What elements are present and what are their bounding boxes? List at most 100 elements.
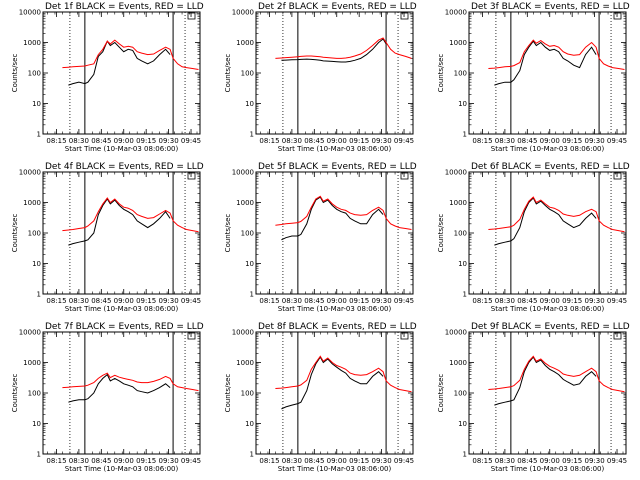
x-tick-label: 08:30 bbox=[69, 137, 89, 145]
x-tick-label: 08:30 bbox=[282, 457, 302, 465]
y-tick-label: 10 bbox=[32, 420, 41, 428]
x-tick-label: 09:45 bbox=[394, 137, 414, 145]
corner-box bbox=[613, 332, 622, 340]
x-tick-label: 08:15 bbox=[259, 137, 279, 145]
lld-series-line bbox=[488, 39, 625, 70]
panel-det-5: Det 5f BLACK = Events, RED = LLD 1 10 100 10… bbox=[224, 162, 417, 313]
panel-det-1: Det 1f BLACK = Events, RED = LLD 1 10 100 10… bbox=[11, 2, 204, 153]
x-tick-label: 09:00 bbox=[327, 137, 347, 145]
y-tick-label: 10 bbox=[458, 260, 467, 268]
y-tick-label: 100 bbox=[454, 70, 467, 78]
y-tick-label: 10000 bbox=[19, 329, 41, 337]
x-tick-label: 09:30 bbox=[372, 457, 392, 465]
y-tick-label: 10000 bbox=[232, 9, 254, 17]
events-series-line bbox=[281, 38, 387, 63]
x-tick-label: 09:00 bbox=[114, 137, 134, 145]
x-tick-label: 08:15 bbox=[46, 297, 66, 305]
x-tick-label: 09:45 bbox=[607, 137, 627, 145]
x-tick-label: 08:30 bbox=[282, 137, 302, 145]
panel-title: Det 3f BLACK = Events, RED = LLD bbox=[471, 2, 630, 12]
x-tick-label: 09:00 bbox=[540, 457, 560, 465]
x-tick-label: 08:30 bbox=[69, 297, 89, 305]
y-tick-label: 1000 bbox=[236, 39, 254, 47]
x-tick-label: 09:00 bbox=[540, 297, 560, 305]
events-series-line bbox=[494, 40, 597, 86]
corner-box bbox=[613, 12, 622, 20]
x-tick-label: 08:15 bbox=[472, 297, 492, 305]
lld-series-line bbox=[275, 37, 412, 59]
y-tick-label: 1 bbox=[463, 131, 467, 139]
y-axis-label: Counts/sec bbox=[437, 374, 445, 413]
x-tick-label: 09:15 bbox=[136, 457, 156, 465]
y-axis-label: Counts/sec bbox=[437, 54, 445, 93]
y-tick-label: 1000 bbox=[449, 199, 467, 207]
lld-series-line bbox=[488, 355, 625, 393]
x-tick-label: 09:45 bbox=[394, 297, 414, 305]
plot-frame bbox=[468, 11, 627, 135]
x-axis-label: Start Time (10-Mar-03 08:06:00) bbox=[491, 305, 605, 313]
corner-box bbox=[187, 172, 196, 180]
y-tick-label: 10 bbox=[458, 100, 467, 108]
events-series-line bbox=[494, 356, 597, 406]
x-axis-label: Start Time (10-Mar-03 08:06:00) bbox=[491, 145, 605, 153]
lld-series-line bbox=[62, 372, 199, 392]
x-tick-label: 08:45 bbox=[304, 297, 324, 305]
y-tick-label: 100 bbox=[454, 230, 467, 238]
x-axis-label: Start Time (10-Mar-03 08:06:00) bbox=[65, 465, 179, 473]
events-series-line bbox=[68, 40, 171, 86]
x-tick-label: 08:45 bbox=[304, 137, 324, 145]
x-tick-label: 09:30 bbox=[585, 137, 605, 145]
x-tick-label: 08:15 bbox=[259, 297, 279, 305]
corner-box bbox=[187, 332, 196, 340]
x-tick-label: 09:30 bbox=[159, 457, 179, 465]
events-series-line bbox=[281, 196, 384, 241]
corner-box bbox=[187, 12, 196, 20]
x-tick-label: 09:15 bbox=[136, 297, 156, 305]
panel-title: Det 2f BLACK = Events, RED = LLD bbox=[258, 2, 417, 12]
panel-det-7: Det 7f BLACK = Events, RED = LLD 1 10 100 10… bbox=[11, 322, 204, 473]
lld-series-line bbox=[62, 197, 199, 233]
plot-frame bbox=[255, 171, 414, 295]
corner-box bbox=[400, 172, 409, 180]
x-tick-label: 09:30 bbox=[585, 297, 605, 305]
corner-box bbox=[613, 172, 622, 180]
x-tick-label: 08:15 bbox=[472, 137, 492, 145]
y-axis-label: Counts/sec bbox=[11, 54, 19, 93]
y-tick-label: 1 bbox=[37, 131, 41, 139]
panel-title: Det 6f BLACK = Events, RED = LLD bbox=[471, 162, 630, 172]
y-tick-label: 1000 bbox=[236, 359, 254, 367]
y-tick-label: 100 bbox=[241, 70, 254, 78]
y-axis-label: Counts/sec bbox=[224, 54, 232, 93]
y-tick-label: 1000 bbox=[236, 199, 254, 207]
x-axis-label: Start Time (10-Mar-03 08:06:00) bbox=[278, 465, 392, 473]
y-tick-label: 10000 bbox=[445, 9, 467, 17]
x-tick-label: 09:30 bbox=[159, 297, 179, 305]
x-tick-label: 08:45 bbox=[304, 457, 324, 465]
panel-title: Det 4f BLACK = Events, RED = LLD bbox=[45, 162, 204, 172]
x-tick-label: 09:45 bbox=[181, 137, 201, 145]
panel-det-4: Det 4f BLACK = Events, RED = LLD 1 10 100 10… bbox=[11, 162, 204, 313]
x-tick-label: 08:30 bbox=[69, 457, 89, 465]
y-tick-label: 10 bbox=[32, 100, 41, 108]
y-tick-label: 10000 bbox=[19, 169, 41, 177]
panel-det-8: Det 8f BLACK = Events, RED = LLD 1 10 100 10… bbox=[224, 322, 417, 473]
plot-frame bbox=[42, 11, 201, 135]
x-tick-label: 08:15 bbox=[259, 457, 279, 465]
y-tick-label: 10 bbox=[32, 260, 41, 268]
y-tick-label: 1000 bbox=[449, 359, 467, 367]
y-tick-label: 1 bbox=[250, 131, 254, 139]
x-tick-label: 08:45 bbox=[517, 457, 537, 465]
y-tick-label: 1 bbox=[250, 291, 254, 299]
x-tick-label: 09:45 bbox=[394, 457, 414, 465]
x-tick-label: 09:00 bbox=[114, 457, 134, 465]
y-tick-label: 10 bbox=[245, 420, 254, 428]
corner-box bbox=[400, 332, 409, 340]
x-axis-label: Start Time (10-Mar-03 08:06:00) bbox=[65, 145, 179, 153]
events-series-line bbox=[68, 198, 171, 246]
x-axis-label: Start Time (10-Mar-03 08:06:00) bbox=[278, 145, 392, 153]
y-tick-label: 1 bbox=[463, 291, 467, 299]
x-axis-label: Start Time (10-Mar-03 08:06:00) bbox=[278, 305, 392, 313]
events-series-line bbox=[494, 197, 597, 246]
y-tick-label: 10000 bbox=[19, 9, 41, 17]
x-axis-label: Start Time (10-Mar-03 08:06:00) bbox=[65, 305, 179, 313]
